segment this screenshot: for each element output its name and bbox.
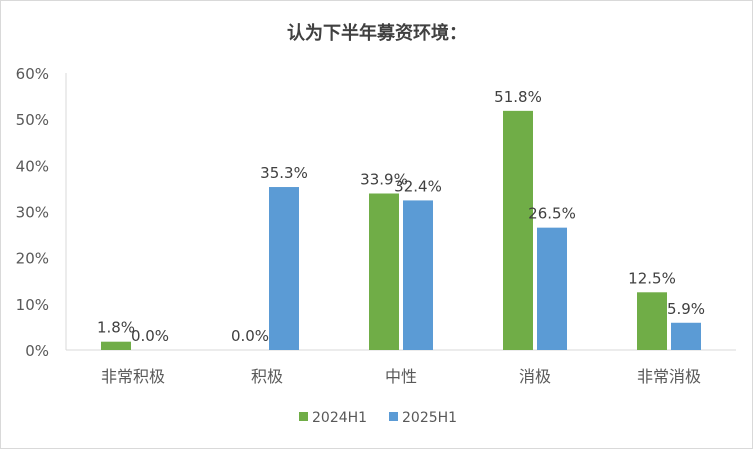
data-label: 32.4% bbox=[394, 177, 442, 195]
x-tick-label: 中性 bbox=[385, 367, 417, 386]
bar-2025H1 bbox=[671, 322, 701, 350]
y-tick-label: 40% bbox=[16, 157, 49, 175]
data-label: 35.3% bbox=[260, 164, 308, 182]
data-label: 5.9% bbox=[667, 300, 705, 318]
data-label: 26.5% bbox=[528, 205, 576, 223]
data-label: 12.5% bbox=[628, 269, 676, 287]
legend-swatch-2024H1 bbox=[299, 412, 308, 421]
data-label: 33.9% bbox=[360, 170, 408, 188]
chart-title: 认为下半年募资环境： bbox=[287, 22, 467, 44]
x-tick-label: 非常积极 bbox=[101, 367, 165, 386]
y-tick-label: 10% bbox=[16, 296, 49, 314]
data-label: 51.8% bbox=[494, 88, 542, 106]
bar-2024H1 bbox=[503, 110, 533, 351]
y-tick-label: 50% bbox=[16, 111, 49, 129]
bar-2024H1 bbox=[637, 292, 667, 350]
x-tick-label: 消极 bbox=[519, 367, 551, 386]
bar-2024H1 bbox=[369, 193, 399, 350]
legend-label: 2025H1 bbox=[402, 410, 457, 426]
x-tick-label: 积极 bbox=[251, 367, 283, 386]
bar-2024H1 bbox=[101, 341, 131, 350]
bar-2025H1 bbox=[537, 227, 567, 350]
bar-2025H1 bbox=[269, 187, 299, 350]
x-tick-label: 非常消极 bbox=[637, 367, 701, 386]
y-tick-label: 60% bbox=[16, 65, 49, 83]
data-label: 1.8% bbox=[97, 319, 135, 337]
y-tick-label: 0% bbox=[25, 342, 49, 360]
y-tick-label: 20% bbox=[16, 250, 49, 268]
data-label: 0.0% bbox=[131, 327, 169, 345]
bar-2025H1 bbox=[403, 200, 433, 350]
y-tick-label: 30% bbox=[16, 204, 49, 222]
data-label: 0.0% bbox=[231, 327, 269, 345]
legend-swatch-2025H1 bbox=[389, 412, 398, 421]
legend-label: 2024H1 bbox=[312, 410, 367, 426]
